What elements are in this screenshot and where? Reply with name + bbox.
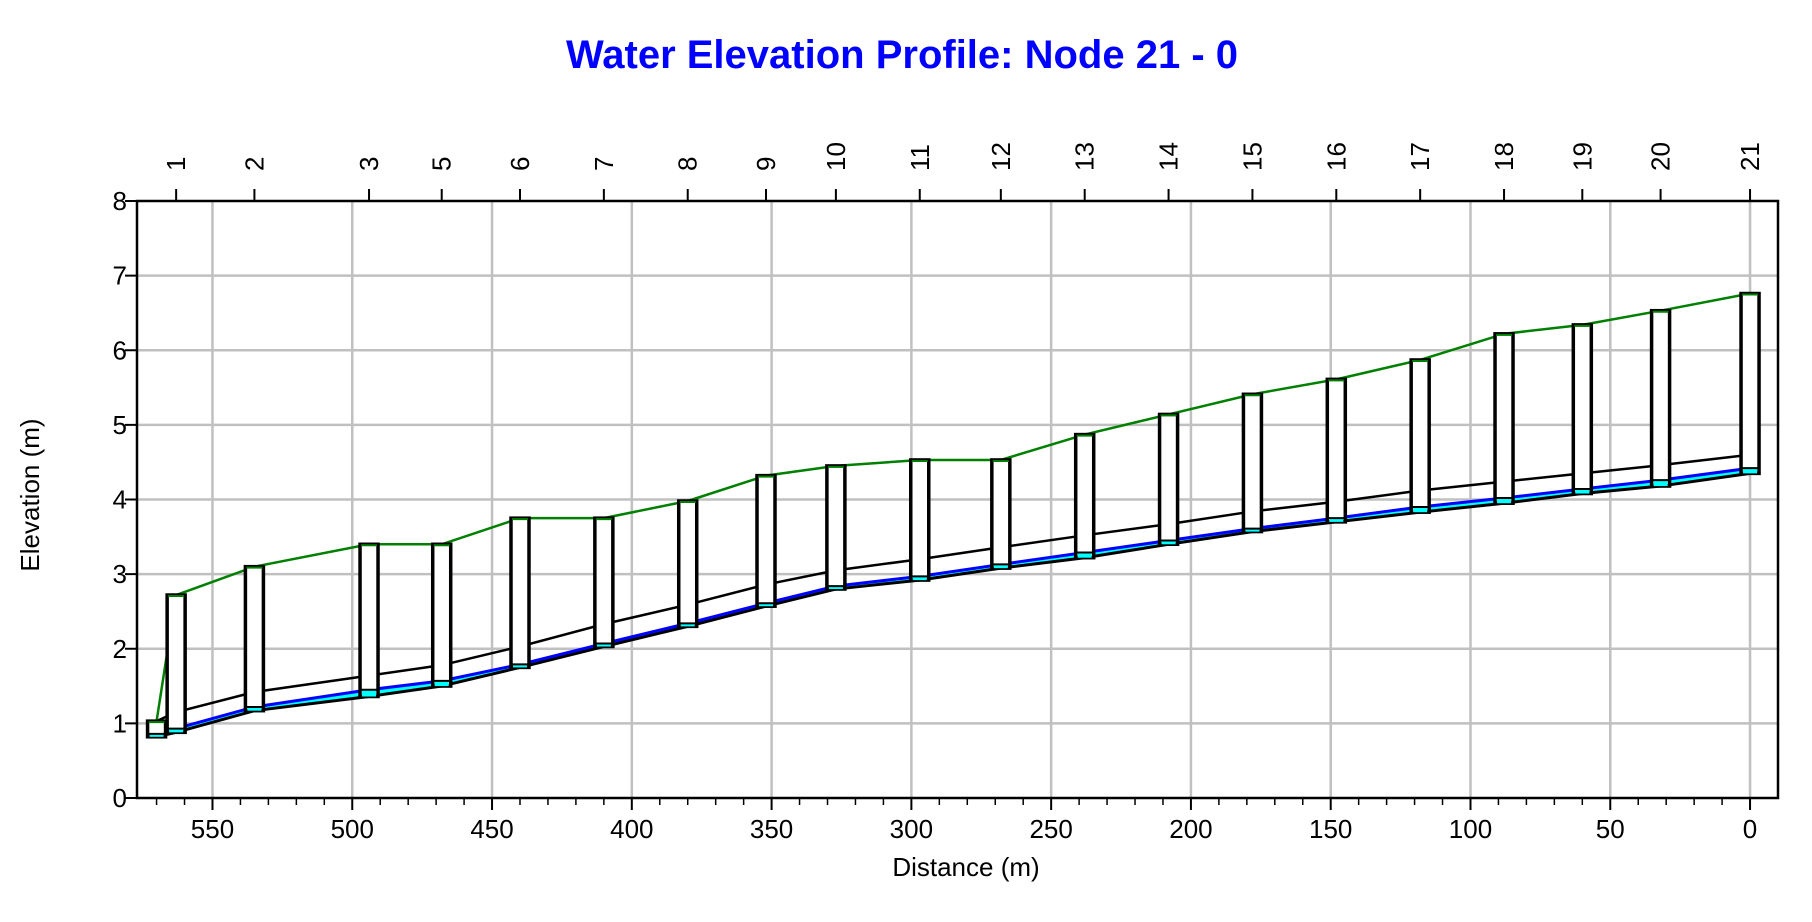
node-12-water [993, 564, 1008, 569]
x-tick-label: 250 [1029, 814, 1072, 844]
node-19-water [1575, 489, 1590, 494]
node-13-box [1073, 432, 1096, 560]
node-8-box [676, 499, 699, 629]
node-label-14: 14 [1154, 142, 1184, 171]
x-tick-label: 400 [610, 814, 653, 844]
x-tick-label: 100 [1449, 814, 1492, 844]
chart-title: Water Elevation Profile: Node 21 - 0 [566, 33, 1238, 77]
node-7-water [596, 643, 611, 647]
node-10-box [825, 464, 847, 591]
x-tick-label: 300 [890, 814, 933, 844]
x-tick-label: 350 [750, 814, 793, 844]
node-12-box [990, 458, 1012, 570]
node-label-15: 15 [1237, 142, 1267, 171]
node-17-box [1409, 358, 1431, 514]
node-20-water [1653, 480, 1668, 487]
y-tick-label: 7 [113, 261, 127, 291]
node-label-3: 3 [354, 157, 384, 171]
node-15-water [1245, 528, 1260, 532]
node-label-18: 18 [1489, 142, 1519, 171]
y-tick-label: 6 [113, 335, 127, 365]
node-1-water [169, 728, 184, 733]
node-label-21: 21 [1735, 142, 1765, 171]
y-tick-label: 4 [113, 485, 127, 515]
node-17-water [1413, 506, 1428, 513]
x-tick-label: 200 [1169, 814, 1212, 844]
y-tick-label: 2 [113, 634, 127, 664]
x-axis-label: Distance (m) [892, 852, 1039, 882]
node-label-19: 19 [1567, 142, 1597, 171]
y-tick-label: 3 [113, 559, 127, 589]
node-6-box [509, 516, 531, 670]
x-tick-label: 550 [191, 814, 234, 844]
node-11-box [909, 458, 931, 582]
node-label-5: 5 [427, 157, 457, 171]
node-9-box [755, 473, 777, 608]
node-label-17: 17 [1405, 142, 1435, 171]
x-tick-label: 50 [1596, 814, 1625, 844]
x-tick-label: 500 [331, 814, 374, 844]
x-tick-label: 0 [1743, 814, 1757, 844]
node-3-water [362, 689, 377, 697]
node-13-water [1077, 552, 1092, 558]
y-tick-label: 8 [113, 186, 127, 216]
node-9-water [759, 603, 774, 607]
node-label-6: 6 [505, 157, 535, 171]
invert-line [156, 471, 1751, 739]
node-10-water [828, 586, 843, 590]
node-14-box [1157, 412, 1180, 547]
y-tick-label: 5 [113, 410, 127, 440]
node-label-8: 8 [673, 157, 703, 171]
node-18-water [1497, 498, 1512, 504]
node-5-box [430, 542, 453, 688]
node-19-box [1571, 323, 1594, 496]
x-tick-label: 150 [1309, 814, 1352, 844]
node-label-12: 12 [986, 142, 1016, 171]
node-18-box [1493, 332, 1515, 505]
node-label-1: 1 [161, 157, 191, 171]
node-label-9: 9 [751, 157, 781, 171]
node-15-box [1241, 392, 1264, 534]
node-label-7: 7 [589, 157, 619, 171]
outlet-node-water [149, 733, 164, 737]
water-fill-area [156, 468, 1751, 737]
node-16-box [1325, 377, 1348, 524]
node-2-box [243, 564, 266, 713]
node-3-box [358, 542, 380, 699]
node-7-box [593, 516, 615, 649]
node-21-water [1743, 468, 1758, 474]
node-label-2: 2 [239, 157, 269, 171]
node-2-water [247, 706, 262, 711]
node-20-box [1649, 308, 1672, 488]
node-11-water [912, 576, 927, 581]
node-label-13: 13 [1070, 142, 1100, 171]
node-label-20: 20 [1646, 142, 1676, 171]
node-label-16: 16 [1321, 142, 1351, 171]
node-5-water [434, 680, 449, 687]
node-21-box [1739, 291, 1761, 476]
node-label-10: 10 [821, 142, 851, 171]
node-layer [145, 291, 1761, 739]
node-label-11: 11 [905, 144, 935, 171]
node-1-box [165, 593, 187, 735]
x-tick-label: 450 [470, 814, 513, 844]
plot-frame [135, 199, 1780, 800]
node-16-water [1329, 518, 1344, 522]
node-8-water [680, 623, 695, 627]
y-axis-label: Elevation (m) [15, 418, 45, 571]
y-tick-label: 1 [113, 708, 127, 738]
node-14-water [1161, 540, 1176, 545]
node-6-water [512, 664, 527, 668]
y-tick-label: 0 [113, 783, 127, 813]
